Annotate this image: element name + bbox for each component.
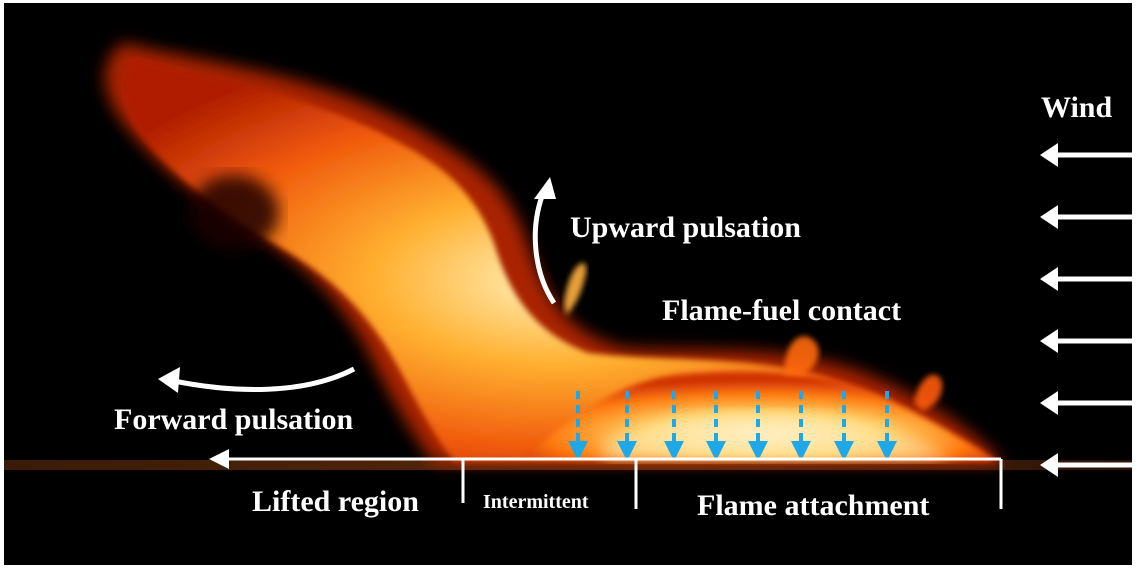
forward-pulsation-label: Forward pulsation [114,403,354,436]
dashed-arrow-down-icon [617,391,637,461]
dashed-arrow-down-icon [791,391,811,461]
flame-fuel-contact-label: Flame-fuel contact [662,294,902,327]
lifted-region-label: Lifted region [252,485,419,518]
arrow-left-icon [1040,391,1132,415]
wind-label: Wind [1041,91,1113,124]
upward-pulsation-arrow-icon [532,177,557,305]
upward-pulsation-label: Upward pulsation [570,211,801,244]
flame-attachment-label: Flame attachment [697,489,930,522]
arrow-left-icon [1040,267,1132,291]
arrow-left-icon [1040,143,1132,167]
arrow-left-icon [1040,329,1132,353]
arrow-left-icon [1040,205,1132,229]
fuel-bed [4,460,1132,470]
flame-body [105,43,1004,463]
region-scale [209,449,1003,509]
dashed-arrow-down-icon [568,391,588,461]
flame-scene [4,43,1132,509]
dashed-arrow-down-icon [834,391,854,461]
dashed-arrow-down-icon [706,391,726,461]
wind-arrows [1040,143,1132,477]
dashed-arrow-down-icon [748,391,768,461]
arrow-left-icon [1040,453,1132,477]
dashed-arrow-down-icon [664,391,684,461]
intermittent-label: Intermittent [483,491,589,513]
contact-arrows [568,391,897,461]
flame-photo-figure: Wind Upward pulsation Flame-fuel contact… [4,3,1132,565]
forward-pulsation-arrow-icon [158,366,356,393]
dashed-arrow-down-icon [877,391,897,461]
